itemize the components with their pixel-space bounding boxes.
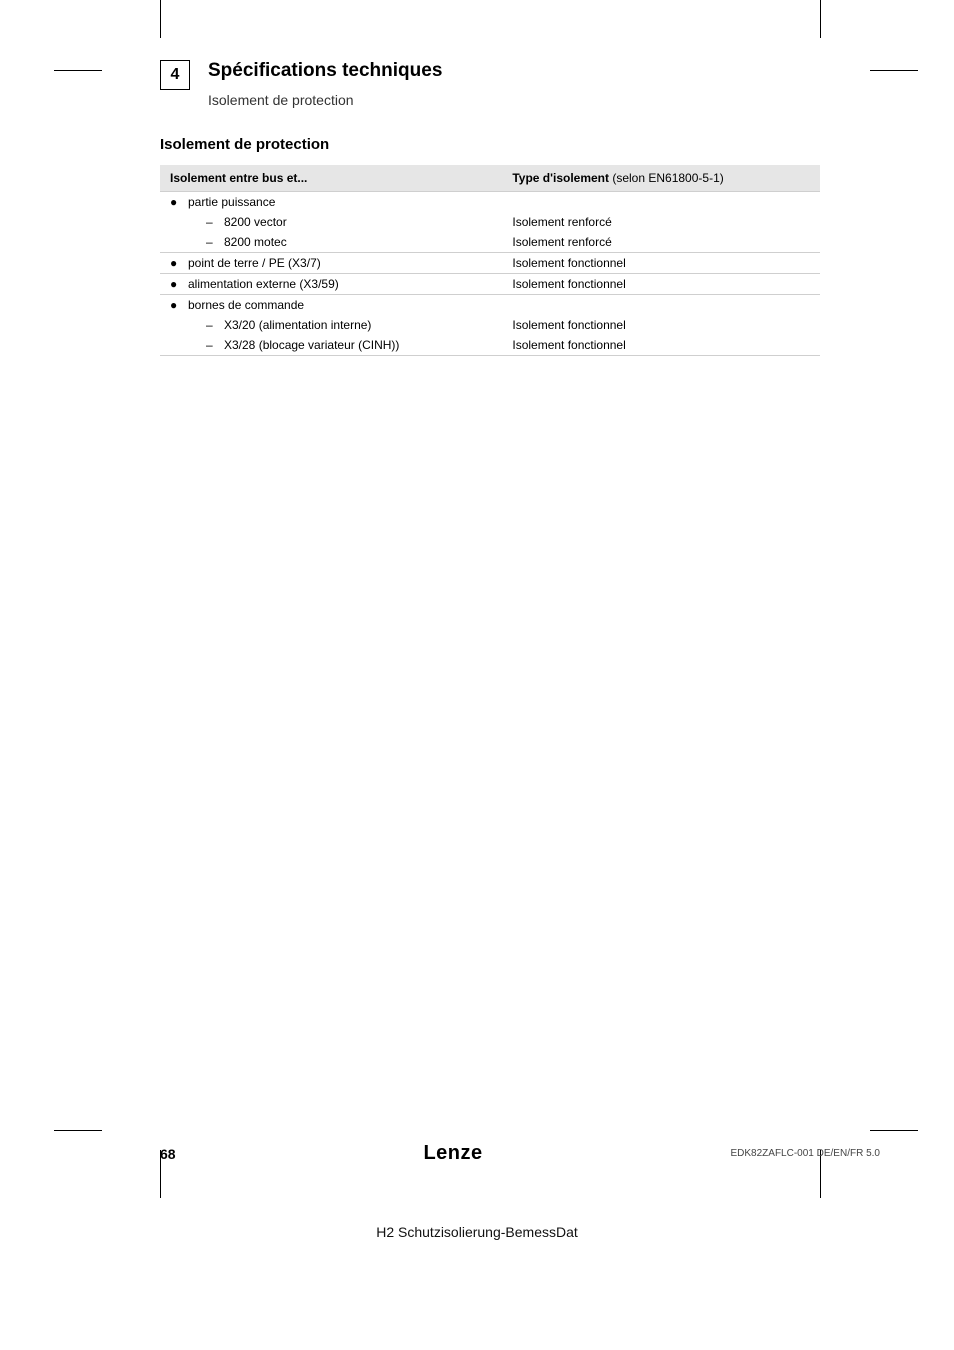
table-cell: –8200 vector [160, 212, 502, 232]
col-label: Type d'isolement [512, 171, 609, 185]
crop-mark [54, 70, 102, 71]
section-subtitle: Isolement de protection [208, 92, 880, 108]
table-header-cell: Type d'isolement (selon EN61800-5-1) [502, 165, 820, 192]
table-cell: ●partie puissance [160, 192, 502, 213]
section-title: Spécifications techniques [208, 60, 442, 82]
table-cell: ●alimentation externe (X3/59) [160, 274, 502, 295]
table-cell: ●point de terre / PE (X3/7) [160, 253, 502, 274]
col-label-plain: (selon EN61800-5-1) [609, 171, 724, 185]
table-header-row: Isolement entre bus et... Type d'isoleme… [160, 165, 820, 192]
table-cell: –8200 motec [160, 232, 502, 253]
table-cell: Isolement renforcé [502, 212, 820, 232]
col-label: Isolement entre bus et... [170, 171, 307, 185]
table-cell: Isolement fonctionnel [502, 274, 820, 295]
table-row: –X3/28 (blocage variateur (CINH))Isoleme… [160, 335, 820, 356]
table-body: ●partie puissance–8200 vectorIsolement r… [160, 192, 820, 356]
table-row: –8200 vectorIsolement renforcé [160, 212, 820, 232]
crop-mark [160, 0, 161, 38]
table-cell: Isolement fonctionnel [502, 253, 820, 274]
table-row: ●alimentation externe (X3/59)Isolement f… [160, 274, 820, 295]
isolation-table: Isolement entre bus et... Type d'isoleme… [160, 165, 820, 356]
content-area: 4 Spécifications techniques Isolement de… [160, 60, 880, 356]
table-row: ●bornes de commande [160, 295, 820, 316]
table-cell: ●bornes de commande [160, 295, 502, 316]
page-number: 68 [160, 1146, 176, 1162]
table-row: –8200 motecIsolement renforcé [160, 232, 820, 253]
doc-reference: EDK82ZAFLC-001 DE/EN/FR 5.0 [730, 1148, 880, 1159]
footer: 68 Lenze EDK82ZAFLC-001 DE/EN/FR 5.0 [160, 1142, 880, 1165]
table-header-cell: Isolement entre bus et... [160, 165, 502, 192]
table-cell [502, 192, 820, 213]
crop-mark [54, 1130, 102, 1131]
table-cell: –X3/28 (blocage variateur (CINH)) [160, 335, 502, 356]
page: 4 Spécifications techniques Isolement de… [0, 0, 954, 1350]
section-number-box: 4 [160, 60, 190, 90]
table-cell: Isolement renforcé [502, 232, 820, 253]
table-cell: –X3/20 (alimentation interne) [160, 315, 502, 335]
brand-logo: Lenze [423, 1142, 482, 1165]
crop-mark [820, 0, 821, 38]
crop-mark [870, 1130, 918, 1131]
table-cell: Isolement fonctionnel [502, 335, 820, 356]
section-header: 4 Spécifications techniques [160, 60, 880, 90]
table-row: ●point de terre / PE (X3/7)Isolement fon… [160, 253, 820, 274]
table-row: ●partie puissance [160, 192, 820, 213]
table-cell [502, 295, 820, 316]
table-row: –X3/20 (alimentation interne)Isolement f… [160, 315, 820, 335]
table-cell: Isolement fonctionnel [502, 315, 820, 335]
section-number: 4 [171, 66, 180, 84]
heading: Isolement de protection [160, 136, 880, 153]
tagline: H2 Schutzisolierung-BemessDat [0, 1224, 954, 1240]
